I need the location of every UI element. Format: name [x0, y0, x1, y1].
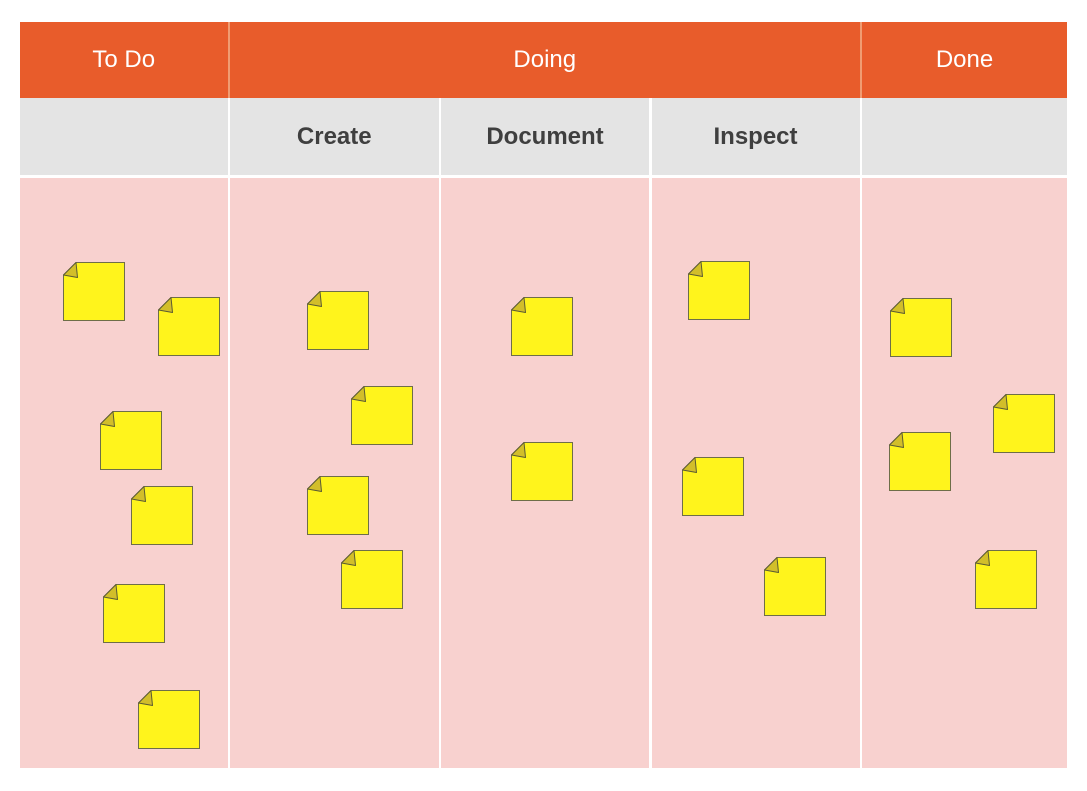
subcolumn-header-inspect: Inspect — [713, 122, 798, 150]
column-header-done: Done — [935, 46, 994, 73]
note-fold — [889, 432, 904, 448]
subheader-divider — [859, 98, 862, 175]
note-fold — [511, 297, 526, 313]
subheader-divider — [227, 98, 230, 175]
note-fold — [103, 584, 118, 600]
sticky-note-done[interactable] — [889, 432, 951, 491]
sticky-note-document[interactable] — [511, 297, 573, 356]
note-fold — [341, 550, 356, 566]
sticky-note-done[interactable] — [890, 298, 952, 357]
sticky-note-todo[interactable] — [158, 297, 220, 356]
header-divider — [227, 22, 230, 98]
note-fold — [100, 411, 115, 427]
sticky-note-create[interactable] — [307, 291, 369, 350]
column-header-doing: Doing — [513, 46, 577, 73]
sticky-note-todo[interactable] — [103, 584, 165, 643]
subcolumn-header-document: Document — [486, 122, 604, 150]
subheader-divider — [438, 98, 441, 175]
sticky-note-document[interactable] — [511, 442, 573, 501]
sticky-note-done[interactable] — [993, 394, 1055, 453]
subcolumn-header-create: Create — [296, 122, 372, 150]
sticky-note-inspect[interactable] — [682, 457, 744, 516]
sticky-note-todo[interactable] — [100, 411, 162, 470]
sticky-note-todo[interactable] — [138, 690, 200, 749]
note-fold — [307, 476, 322, 492]
column-header-todo: To Do — [92, 46, 156, 73]
sticky-note-inspect[interactable] — [764, 557, 826, 616]
sticky-note-create[interactable] — [341, 550, 403, 609]
subheader-divider — [649, 98, 652, 175]
note-fold — [158, 297, 173, 313]
note-fold — [138, 690, 153, 706]
sticky-note-create[interactable] — [307, 476, 369, 535]
note-fold — [682, 457, 697, 473]
subheader-row: Create Document Inspect — [20, 98, 1067, 175]
note-fold — [890, 298, 905, 314]
note-fold — [63, 262, 78, 278]
lane-divider — [227, 178, 230, 768]
sticky-note-inspect[interactable] — [688, 261, 750, 320]
note-fold — [307, 291, 322, 307]
sticky-note-done[interactable] — [975, 550, 1037, 609]
note-fold — [764, 557, 779, 573]
note-fold — [131, 486, 146, 502]
note-fold — [993, 394, 1008, 410]
note-fold — [688, 261, 703, 277]
header-row: To Do Doing Done — [20, 22, 1067, 98]
sticky-note-todo[interactable] — [63, 262, 125, 321]
header-divider — [859, 22, 862, 98]
sticky-note-create[interactable] — [351, 386, 413, 445]
lane-divider — [859, 178, 862, 768]
lane-divider — [649, 178, 652, 768]
note-fold — [511, 442, 526, 458]
lane-divider — [438, 178, 441, 768]
note-fold — [975, 550, 990, 566]
sticky-note-todo[interactable] — [131, 486, 193, 545]
note-fold — [351, 386, 366, 402]
